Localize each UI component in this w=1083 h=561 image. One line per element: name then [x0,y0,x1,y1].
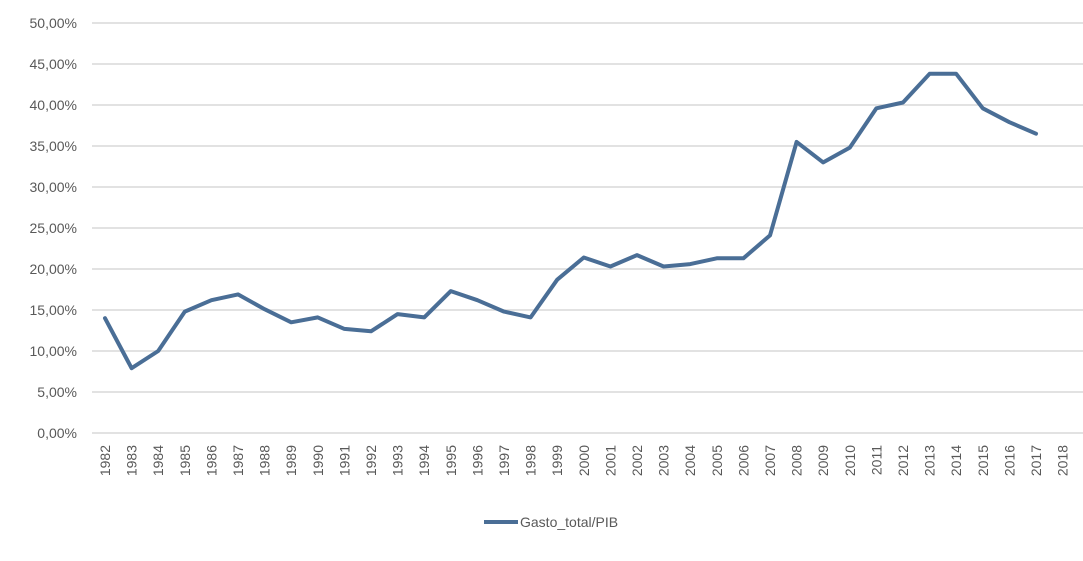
legend: Gasto_total/PIB [484,514,618,530]
series-line [103,71,1038,371]
x-tick-label: 2005 [709,445,725,476]
y-tick-label: 10,00% [30,343,77,359]
x-tick-label: 2008 [789,445,805,476]
x-tick-label: 1983 [124,445,140,476]
x-tick-label: 1986 [203,445,219,476]
x-tick-label: 1988 [257,445,273,476]
y-tick-label: 35,00% [30,138,77,154]
y-axis-ticks: 0,00% 5,00% 10,00% 15,00% 20,00% 25,00% 30,00%… [30,15,77,441]
x-tick-label: 2003 [656,445,672,476]
x-tick-label: 1996 [469,445,485,476]
x-tick-label: 1982 [97,445,113,476]
x-tick-label: 1987 [230,445,246,476]
x-tick-label: 2013 [922,445,938,476]
x-tick-label: 1990 [310,445,326,476]
y-tick-label: 20,00% [30,261,77,277]
x-tick-label: 1992 [363,445,379,476]
x-tick-label: 1995 [443,445,459,476]
y-tick-label: 40,00% [30,97,77,113]
x-tick-label: 2017 [1028,445,1044,476]
x-tick-label: 1998 [523,445,539,476]
y-tick-label: 0,00% [37,425,77,441]
x-tick-label: 1984 [150,445,166,476]
x-tick-label: 1997 [496,445,512,476]
x-tick-label: 1993 [390,445,406,476]
grid-lines [92,22,1083,434]
y-tick-label: 15,00% [30,302,77,318]
x-tick-label: 2014 [948,445,964,476]
x-tick-label: 2010 [842,445,858,476]
x-tick-label: 1994 [416,445,432,476]
x-tick-label: 2004 [682,445,698,476]
x-tick-label: 2015 [975,445,991,476]
x-tick-label: 2006 [735,445,751,476]
x-tick-label: 1991 [336,445,352,476]
x-tick-label: 2002 [629,445,645,476]
x-tick-label: 2001 [602,445,618,476]
legend-label: Gasto_total/PIB [520,514,618,530]
x-tick-label: 2011 [868,445,884,475]
y-tick-label: 45,00% [30,56,77,72]
x-tick-label: 2016 [1001,445,1017,476]
x-tick-label: 1989 [283,445,299,476]
y-tick-label: 5,00% [37,384,77,400]
y-tick-label: 30,00% [30,179,77,195]
x-tick-label: 1999 [549,445,565,476]
y-tick-label: 50,00% [30,15,77,31]
x-tick-label: 2018 [1055,445,1071,476]
x-tick-label: 1985 [177,445,193,476]
series-layer [103,71,1038,371]
y-tick-label: 25,00% [30,220,77,236]
x-tick-label: 2012 [895,445,911,476]
x-axis-ticks: 1982 1983 1984 1985 1986 1987 1988 1989 1990 1991… [97,445,1071,476]
x-tick-label: 2009 [815,445,831,476]
x-tick-label: 2007 [762,445,778,476]
x-tick-label: 2000 [576,445,592,476]
